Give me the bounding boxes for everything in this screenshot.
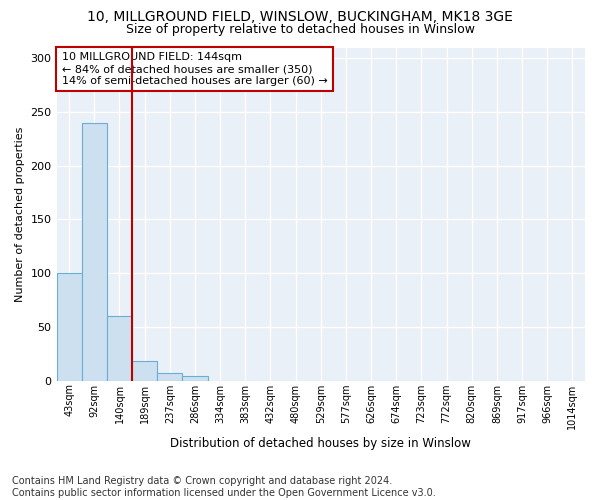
Text: Size of property relative to detached houses in Winslow: Size of property relative to detached ho… xyxy=(125,22,475,36)
Bar xyxy=(82,122,107,380)
X-axis label: Distribution of detached houses by size in Winslow: Distribution of detached houses by size … xyxy=(170,437,471,450)
Bar xyxy=(182,376,208,380)
Text: 10, MILLGROUND FIELD, WINSLOW, BUCKINGHAM, MK18 3GE: 10, MILLGROUND FIELD, WINSLOW, BUCKINGHA… xyxy=(87,10,513,24)
Bar xyxy=(157,373,182,380)
Bar xyxy=(56,273,82,380)
Y-axis label: Number of detached properties: Number of detached properties xyxy=(15,126,25,302)
Text: Contains HM Land Registry data © Crown copyright and database right 2024.
Contai: Contains HM Land Registry data © Crown c… xyxy=(12,476,436,498)
Text: 10 MILLGROUND FIELD: 144sqm
← 84% of detached houses are smaller (350)
14% of se: 10 MILLGROUND FIELD: 144sqm ← 84% of det… xyxy=(62,52,328,86)
Bar xyxy=(132,362,157,380)
Bar xyxy=(107,316,132,380)
